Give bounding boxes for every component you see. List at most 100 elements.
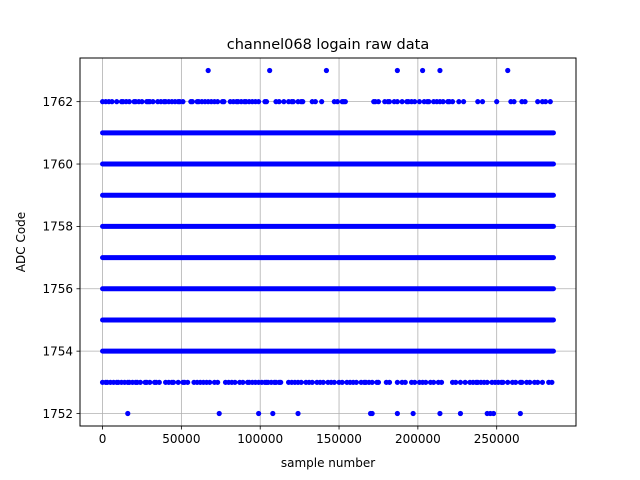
data-point	[431, 379, 437, 385]
data-point	[290, 99, 296, 105]
data-point	[189, 99, 196, 105]
data-point	[457, 410, 464, 417]
y-tick-label: 1758	[42, 220, 73, 234]
data-point	[216, 410, 222, 417]
data-point	[175, 379, 181, 385]
y-axis-title: ADC Code	[14, 212, 28, 272]
data-point	[240, 379, 246, 385]
y-axis: 1752 1754 1756 1758 1760 1762	[42, 95, 80, 421]
data-point	[457, 379, 464, 385]
data-point	[522, 99, 528, 105]
data-point	[513, 379, 519, 385]
data-point	[278, 379, 284, 385]
data-point	[475, 99, 481, 105]
data-series-level-1753	[99, 379, 555, 385]
data-point	[180, 99, 186, 105]
data-point	[479, 99, 486, 105]
data-point	[323, 67, 330, 74]
data-point	[109, 99, 115, 105]
data-point	[320, 379, 326, 385]
data-point	[276, 99, 282, 105]
data-point	[339, 379, 345, 385]
data-point	[295, 410, 301, 417]
data-point	[453, 379, 459, 385]
data-point	[505, 67, 511, 74]
data-point	[423, 379, 429, 385]
data-series-level-1763	[205, 67, 511, 74]
data-point	[114, 99, 120, 105]
data-point	[281, 99, 287, 105]
data-point	[539, 379, 546, 385]
data-point	[232, 379, 238, 385]
data-point	[511, 99, 517, 105]
data-point	[353, 379, 359, 385]
y-tick-label: 1762	[42, 95, 73, 109]
data-point	[139, 99, 145, 105]
data-point	[438, 379, 445, 385]
data-point	[410, 410, 416, 417]
data-point	[263, 99, 270, 105]
data-point	[402, 379, 408, 385]
y-tick-label: 1760	[42, 157, 73, 171]
data-point	[527, 379, 533, 385]
data-point	[312, 99, 318, 105]
data-series-level-1762	[99, 99, 553, 105]
data-point	[412, 379, 418, 385]
data-point	[549, 379, 555, 385]
data-point	[494, 99, 500, 105]
data-point	[375, 99, 382, 105]
x-tick-label: 50000	[162, 432, 200, 446]
data-point	[300, 99, 306, 105]
data-point	[369, 379, 375, 385]
x-tick-label: 250000	[474, 432, 520, 446]
y-tick-label: 1754	[42, 344, 73, 358]
data-point	[437, 410, 443, 417]
data-point	[460, 99, 467, 105]
data-point	[412, 99, 418, 105]
x-tick-label: 200000	[395, 432, 441, 446]
data-point	[505, 379, 511, 385]
data-point	[386, 379, 393, 385]
data-point	[156, 379, 162, 385]
data-point	[334, 99, 341, 105]
x-axis: 0 50000 100000 150000 200000 250000	[99, 426, 520, 446]
data-point	[484, 379, 490, 385]
data-point	[331, 379, 337, 385]
y-tick-label: 1752	[42, 407, 73, 421]
data-point	[394, 99, 400, 105]
y-tick-label: 1756	[42, 282, 73, 296]
data-point	[500, 379, 506, 385]
data-point	[449, 99, 456, 105]
data-point	[342, 99, 348, 105]
x-axis-title: sample number	[281, 456, 375, 470]
data-point	[125, 410, 131, 417]
data-point	[207, 379, 213, 385]
data-point	[547, 99, 553, 105]
data-point	[267, 67, 273, 74]
data-point	[456, 99, 462, 105]
data-point	[437, 67, 443, 74]
data-point	[394, 67, 400, 74]
chart-title: channel068 logain raw data	[227, 37, 429, 53]
data-point	[419, 67, 426, 74]
data-point	[399, 99, 405, 105]
data-point	[221, 99, 227, 105]
data-point	[137, 379, 143, 385]
data-point	[319, 99, 325, 105]
data-point	[490, 410, 497, 417]
data-point	[309, 379, 315, 385]
data-point	[386, 99, 393, 105]
data-point	[298, 379, 304, 385]
data-point	[170, 379, 177, 385]
x-tick-label: 0	[99, 432, 107, 446]
data-point	[519, 379, 525, 385]
data-point	[542, 99, 549, 105]
data-point	[440, 99, 446, 105]
data-point	[256, 410, 262, 417]
data-point	[426, 99, 432, 105]
data-series-level-1752	[125, 410, 523, 417]
data-point	[535, 379, 541, 385]
x-tick-label: 150000	[316, 432, 362, 446]
